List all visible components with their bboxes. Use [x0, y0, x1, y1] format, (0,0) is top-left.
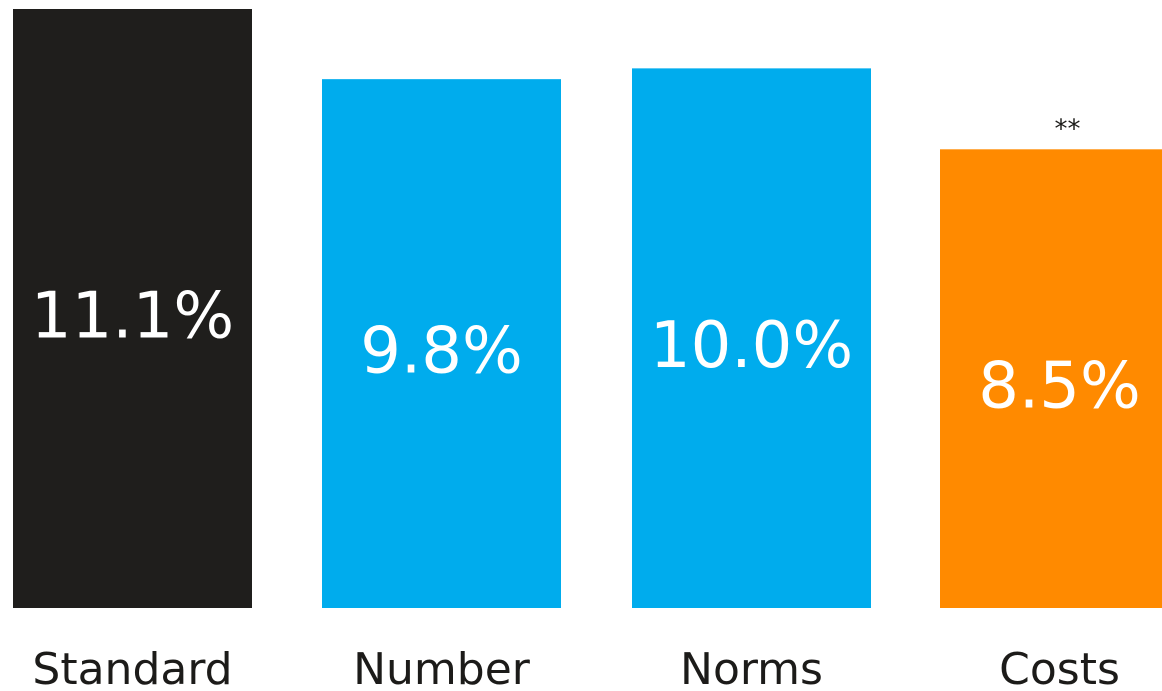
bar-number — [322, 79, 561, 609]
annotation-costs: ** — [1055, 114, 1081, 144]
data-label-standard: 11.1% — [31, 280, 234, 354]
bar-costs — [940, 149, 1162, 608]
category-label-costs: Costs — [999, 644, 1120, 691]
bar-norms — [632, 68, 871, 609]
data-label-costs: 8.5% — [978, 350, 1141, 424]
category-label-number: Number — [353, 644, 531, 691]
bar-standard — [13, 9, 252, 608]
category-label-norms: Norms — [680, 644, 823, 691]
data-label-norms: 10.0% — [650, 309, 853, 383]
category-label-standard: Standard — [32, 644, 232, 691]
data-label-number: 9.8% — [360, 315, 523, 389]
